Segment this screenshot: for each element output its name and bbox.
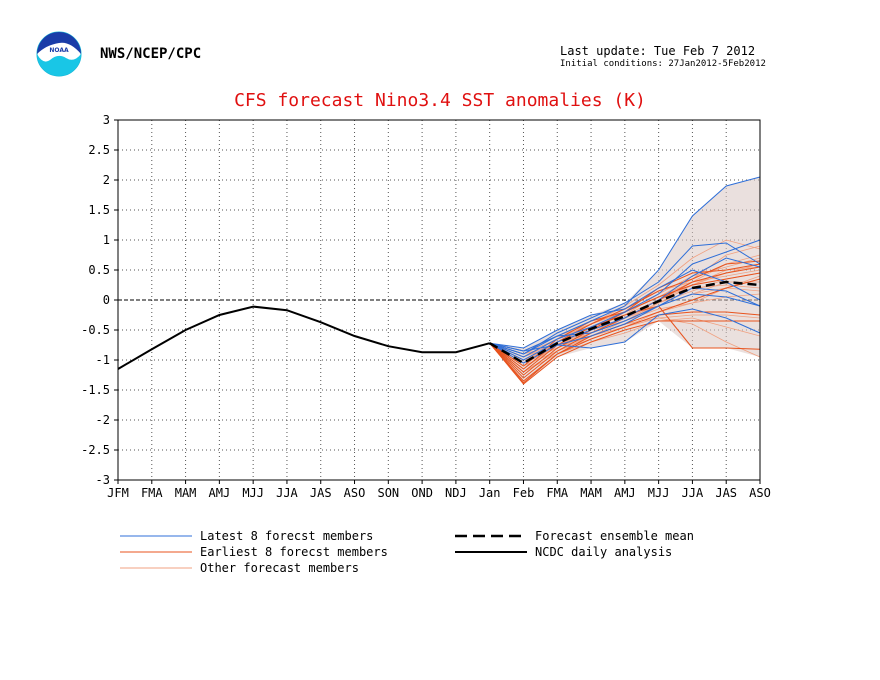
last-update: Last update: Tue Feb 7 2012 — [560, 44, 756, 58]
latest-member-line — [489, 242, 761, 355]
x-tick-label: OND — [411, 486, 433, 500]
x-tick-label: JAS — [715, 486, 737, 500]
chart-title: CFS forecast Nino3.4 SST anomalies (K) — [234, 90, 646, 111]
earliest-member-line — [489, 305, 761, 373]
x-tick-label: FMA — [141, 486, 163, 500]
x-tick-label: NDJ — [445, 486, 467, 500]
legend-label-mean: Forecast ensemble mean — [535, 529, 694, 543]
y-tick-label: 2 — [103, 173, 110, 187]
earliest-member-line — [489, 320, 760, 385]
x-tick-label: FMA — [546, 486, 568, 500]
x-tick-label: Jan — [479, 486, 501, 500]
org-name: NWS/NCEP/CPC — [100, 46, 202, 62]
x-tick-label: SON — [377, 486, 399, 500]
y-tick-label: -3 — [96, 473, 110, 487]
svg-text:NOAA: NOAA — [49, 47, 69, 54]
x-tick-label: MAM — [580, 486, 602, 500]
x-tick-label: ASO — [344, 486, 366, 500]
x-tick-label: AMJ — [209, 486, 231, 500]
latest-member-line — [489, 176, 761, 352]
x-tick-label: JJA — [682, 486, 704, 500]
y-tick-label: -2.5 — [81, 443, 110, 457]
analysis-line — [117, 305, 490, 370]
y-tick-label: 0 — [103, 293, 110, 307]
y-tick-label: 1.5 — [88, 203, 110, 217]
ensemble-spread — [489, 177, 760, 384]
x-tick-label: Feb — [513, 486, 535, 500]
x-tick-label: JAS — [310, 486, 332, 500]
legend-label-analysis: NCDC daily analysis — [535, 545, 672, 559]
latest-member-line — [489, 308, 761, 352]
legend-label-earliest: Earliest 8 forecst members — [200, 545, 388, 559]
latest-member-line — [489, 269, 761, 349]
x-tick-label: MAM — [175, 486, 197, 500]
earliest-member-line — [489, 311, 761, 384]
y-tick-label: 2.5 — [88, 143, 110, 157]
initial-conditions: Initial conditions: 27Jan2012-5Feb2012 — [560, 59, 766, 69]
y-tick-label: -1 — [96, 353, 110, 367]
y-tick-label: -0.5 — [81, 323, 110, 337]
y-tick-label: 1 — [103, 233, 110, 247]
legend-label-latest: Latest 8 forecst members — [200, 529, 373, 543]
x-tick-label: MJJ — [648, 486, 670, 500]
legend-label-other: Other forecast members — [200, 561, 359, 575]
latest-member-line — [489, 287, 761, 355]
y-tick-label: 0.5 — [88, 263, 110, 277]
latest-member-line — [489, 293, 761, 364]
x-tick-label: JFM — [107, 486, 129, 500]
x-tick-label: AMJ — [614, 486, 636, 500]
y-tick-label: -1.5 — [81, 383, 110, 397]
latest-member-line — [489, 257, 761, 361]
x-tick-label: ASO — [749, 486, 771, 500]
y-tick-label: -2 — [96, 413, 110, 427]
latest-member-line — [489, 239, 761, 358]
noaa-logo: NOAA — [36, 31, 82, 77]
x-tick-label: MJJ — [242, 486, 264, 500]
x-tick-label: JJA — [276, 486, 298, 500]
y-tick-label: 3 — [103, 113, 110, 127]
